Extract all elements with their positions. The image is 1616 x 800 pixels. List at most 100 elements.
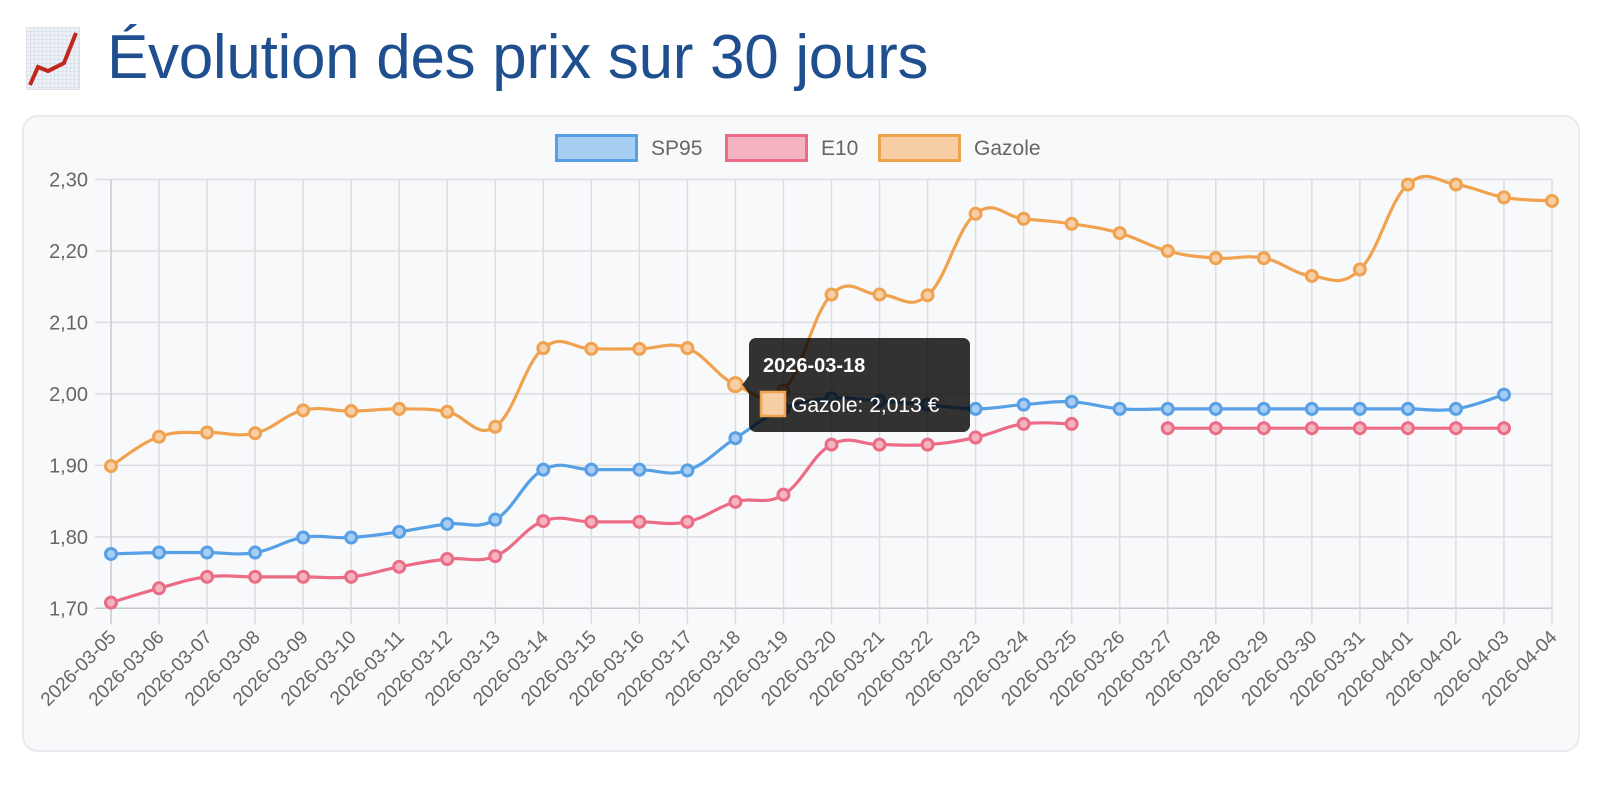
data-point-e10[interactable] — [200, 569, 215, 584]
data-point-e10[interactable] — [1016, 416, 1031, 431]
data-point-gazole[interactable] — [1256, 251, 1271, 266]
data-point-e10[interactable] — [632, 514, 647, 529]
data-point-gazole[interactable] — [1545, 193, 1559, 208]
data-point-e10[interactable] — [872, 437, 887, 452]
legend-item-sp95[interactable]: SP95 — [555, 134, 703, 162]
legend-item-gazole[interactable]: Gazole — [878, 134, 1041, 162]
data-point-e10[interactable] — [1304, 421, 1319, 436]
data-point-gazole[interactable] — [392, 401, 407, 416]
data-point-e10[interactable] — [1448, 421, 1463, 436]
data-point-sp95[interactable] — [200, 545, 215, 560]
data-point-gazole[interactable] — [1448, 177, 1463, 192]
data-point-sp95[interactable] — [1112, 401, 1127, 416]
data-point-gazole[interactable] — [680, 341, 695, 356]
data-point-sp95[interactable] — [1400, 401, 1415, 416]
data-point-gazole[interactable] — [104, 459, 118, 474]
data-point-e10[interactable] — [1400, 421, 1415, 436]
tooltip-swatch — [759, 390, 787, 418]
data-point-e10[interactable] — [920, 437, 935, 452]
chart-card — [22, 115, 1580, 752]
data-point-sp95[interactable] — [632, 462, 647, 477]
data-point-sp95[interactable] — [1064, 394, 1079, 409]
data-point-sp95[interactable] — [680, 463, 695, 478]
data-point-sp95[interactable] — [1208, 401, 1223, 416]
data-point-sp95[interactable] — [1016, 397, 1031, 412]
legend-swatch — [555, 134, 638, 162]
data-point-e10[interactable] — [584, 514, 599, 529]
data-point-sp95[interactable] — [728, 431, 743, 446]
data-point-sp95[interactable] — [536, 462, 551, 477]
chart-increasing-icon — [25, 26, 81, 90]
data-point-gazole[interactable] — [1304, 268, 1319, 283]
data-point-e10[interactable] — [1256, 421, 1271, 436]
data-point-gazole[interactable] — [1352, 262, 1367, 277]
series-e10 — [104, 416, 1511, 610]
data-point-sp95[interactable] — [104, 546, 118, 561]
x-axis: 2026-03-052026-03-062026-03-072026-03-08… — [37, 627, 1562, 711]
legend-item-e10[interactable]: E10 — [725, 134, 859, 162]
data-point-gazole[interactable] — [1064, 216, 1079, 231]
data-point-gazole[interactable] — [440, 404, 455, 419]
data-point-sp95[interactable] — [1352, 401, 1367, 416]
legend: SP95 E10 Gazole — [555, 134, 1041, 162]
data-point-e10[interactable] — [1208, 421, 1223, 436]
data-point-e10[interactable] — [680, 514, 695, 529]
data-point-e10[interactable] — [440, 551, 455, 566]
data-point-sp95[interactable] — [1304, 401, 1319, 416]
data-point-sp95[interactable] — [968, 401, 983, 416]
data-point-sp95[interactable] — [488, 512, 503, 527]
data-point-sp95[interactable] — [248, 545, 263, 560]
data-point-sp95[interactable] — [584, 462, 599, 477]
y-tick-label: 2,20 — [49, 241, 88, 263]
data-point-gazole[interactable] — [1112, 226, 1127, 241]
data-point-e10[interactable] — [248, 569, 263, 584]
data-point-e10[interactable] — [1496, 421, 1511, 436]
data-point-e10[interactable] — [1352, 421, 1367, 436]
data-point-e10[interactable] — [1160, 421, 1175, 436]
data-point-gazole[interactable] — [200, 425, 215, 440]
data-point-gazole[interactable] — [152, 429, 167, 444]
data-point-e10[interactable] — [728, 494, 743, 509]
data-point-gazole[interactable] — [1208, 251, 1223, 266]
data-point-gazole[interactable] — [1016, 211, 1031, 226]
data-point-e10[interactable] — [392, 559, 407, 574]
data-point-sp95[interactable] — [1256, 401, 1271, 416]
y-tick-label: 2,30 — [49, 170, 88, 192]
data-point-sp95[interactable] — [440, 516, 455, 531]
data-point-e10[interactable] — [536, 514, 551, 529]
data-point-gazole[interactable] — [824, 287, 839, 302]
data-point-sp95[interactable] — [344, 530, 359, 545]
data-point-gazole[interactable] — [872, 287, 887, 302]
data-point-e10[interactable] — [824, 437, 839, 452]
data-point-gazole[interactable] — [248, 426, 263, 441]
data-point-e10[interactable] — [488, 549, 503, 564]
data-point-sp95[interactable] — [1160, 401, 1175, 416]
data-point-e10[interactable] — [104, 595, 118, 610]
data-point-gazole[interactable] — [488, 419, 503, 434]
data-point-sp95[interactable] — [1448, 401, 1463, 416]
data-point-e10[interactable] — [344, 569, 359, 584]
data-point-e10[interactable] — [1064, 416, 1079, 431]
tooltip: 2026-03-18 Gazole: 2,013 € — [726, 338, 970, 432]
data-point-sp95[interactable] — [296, 530, 311, 545]
data-point-e10[interactable] — [152, 581, 167, 596]
data-point-gazole[interactable] — [968, 206, 983, 221]
data-point-e10[interactable] — [296, 569, 311, 584]
data-point-gazole[interactable] — [632, 341, 647, 356]
hovered-point[interactable] — [726, 376, 744, 394]
data-point-sp95[interactable] — [152, 545, 167, 560]
data-point-e10[interactable] — [968, 430, 983, 445]
data-point-gazole[interactable] — [296, 403, 311, 418]
data-point-gazole[interactable] — [1400, 177, 1415, 192]
y-tick-label: 2,10 — [49, 312, 88, 334]
data-point-e10[interactable] — [776, 487, 791, 502]
data-point-gazole[interactable] — [344, 404, 359, 419]
data-point-sp95[interactable] — [1496, 387, 1511, 402]
data-point-gazole[interactable] — [920, 288, 935, 303]
data-point-gazole[interactable] — [584, 341, 599, 356]
data-point-gazole[interactable] — [1160, 243, 1175, 258]
data-point-gazole[interactable] — [1496, 190, 1511, 205]
data-point-gazole[interactable] — [536, 341, 551, 356]
data-point-sp95[interactable] — [392, 524, 407, 539]
